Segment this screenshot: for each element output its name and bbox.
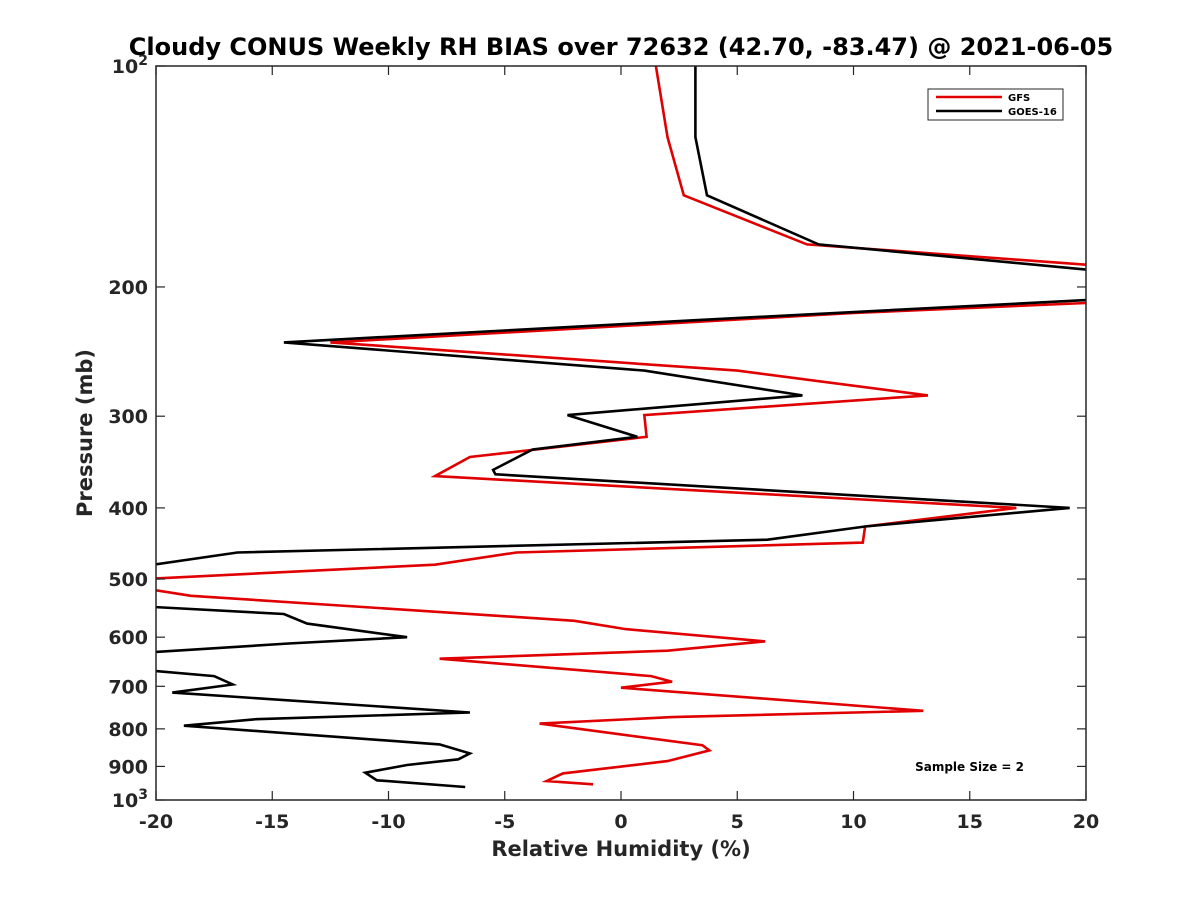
sample-size-annotation: Sample Size = 2 (915, 760, 1024, 774)
y-tick-label: 102 (112, 53, 148, 78)
series-line-gfs (156, 66, 1086, 786)
x-tick-label: -20 (139, 811, 173, 833)
x-tick-label: -10 (371, 811, 405, 833)
legend-label-gfs: GFS (1008, 93, 1030, 104)
series-line-goes16 (156, 66, 1086, 789)
x-tick-label: 20 (1073, 811, 1099, 833)
y-tick-label: 700 (108, 676, 148, 698)
y-tick-label: 200 (108, 277, 148, 299)
y-tick-label: 400 (108, 498, 148, 520)
y-tick-label: 300 (108, 406, 148, 428)
chart-title: Cloudy CONUS Weekly RH BIAS over 72632 (… (129, 33, 1113, 61)
x-tick-label: -15 (255, 811, 289, 833)
x-axis: -20 -15 -10 -5 0 5 10 15 20 (139, 66, 1099, 833)
legend-label-goes16: GOES-16 (1008, 107, 1057, 118)
x-tick-label: 10 (840, 811, 866, 833)
y-axis-label: Pressure (mb) (73, 349, 97, 517)
y-tick-label: 600 (108, 627, 148, 649)
x-tick-label: 5 (731, 811, 744, 833)
y-tick-label: 900 (108, 756, 148, 778)
y-axis: 102 200 300 400 500 600 700 800 900 103 (108, 53, 1086, 812)
x-tick-label: 15 (957, 811, 983, 833)
x-tick-label: 0 (614, 811, 627, 833)
legend: GFS GOES-16 (927, 88, 1064, 121)
x-axis-label: Relative Humidity (%) (491, 837, 750, 861)
y-tick-label: 500 (108, 569, 148, 591)
y-tick-label: 103 (112, 787, 148, 812)
series-layer (156, 66, 1086, 789)
legend-box (927, 88, 1064, 121)
x-tick-label: -5 (494, 811, 515, 833)
y-tick-label: 800 (108, 719, 148, 741)
